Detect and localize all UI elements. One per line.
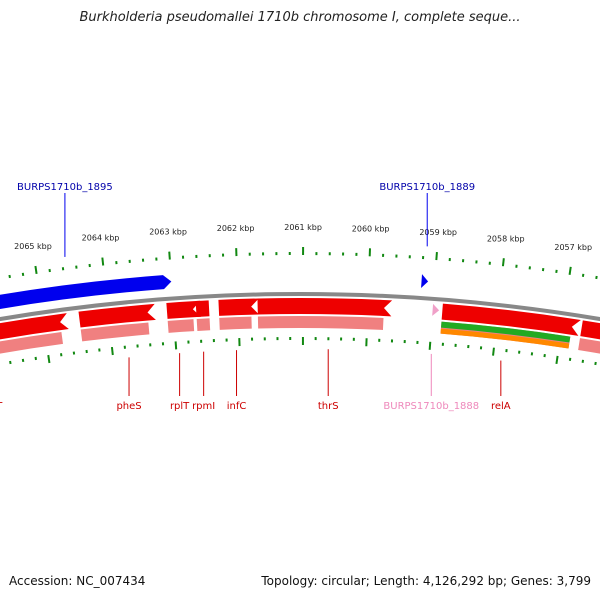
gene-label-BURPS1710b_1889: BURPS1710b_1889 bbox=[379, 182, 475, 193]
rna-unnamed-8 bbox=[578, 338, 600, 354]
tick-top bbox=[34, 265, 38, 275]
tick-bottom bbox=[492, 347, 495, 356]
accession-text: Accession: NC_007434 bbox=[9, 574, 146, 588]
rna-rpmI bbox=[196, 318, 211, 331]
rna-thrS bbox=[257, 316, 384, 330]
tick-top bbox=[568, 266, 572, 275]
tick-bottom bbox=[47, 354, 51, 364]
tick-bottom bbox=[594, 361, 597, 366]
forward-gene-track bbox=[0, 274, 429, 310]
rna-infC bbox=[219, 316, 252, 330]
gene-label-pheS: pheS bbox=[116, 401, 141, 412]
forward-gene-1 bbox=[421, 274, 429, 289]
gene-relA bbox=[441, 303, 581, 336]
tick-bottom bbox=[428, 341, 432, 350]
gene-label-relA: relA bbox=[491, 401, 511, 412]
gene-pheT bbox=[0, 313, 69, 340]
tick-top bbox=[168, 251, 171, 260]
gene-infC bbox=[218, 298, 260, 316]
rna-pheT bbox=[0, 332, 63, 354]
gene-label-rpmI: rpmI bbox=[192, 401, 215, 412]
summary-text: Topology: circular; Length: 4,126,292 bp… bbox=[261, 574, 591, 588]
tick-top bbox=[101, 257, 105, 266]
gene-BURPS1710b_1888 bbox=[432, 303, 440, 316]
gene-thrS bbox=[257, 298, 393, 317]
scale-label: 2060 kbp bbox=[352, 224, 390, 233]
forward-gene-0 bbox=[0, 275, 172, 310]
map-title: Burkholderia pseudomallei 1710b chromoso… bbox=[79, 10, 521, 25]
scale-ticks-bottom bbox=[9, 337, 597, 366]
gene-rpmI bbox=[195, 300, 210, 317]
scale-label: 2063 kbp bbox=[149, 228, 187, 237]
rna-rplT bbox=[167, 319, 195, 333]
tick-bottom bbox=[555, 355, 559, 364]
gene-label-rplT: rplT bbox=[170, 401, 190, 412]
gene-pheS bbox=[78, 303, 156, 328]
scale-label: 2064 kbp bbox=[82, 234, 120, 243]
scale-labels: 2065 kbp 2064 kbp 2063 kbp 2062 kbp 2061 kbp… bbox=[14, 223, 592, 252]
gene-rplT bbox=[166, 300, 202, 319]
green-feature bbox=[441, 321, 571, 343]
scale-ticks-top bbox=[8, 247, 598, 280]
gene-label-BURPS1710b_1895: BURPS1710b_1895 bbox=[17, 182, 113, 193]
scale-label: 2065 kbp bbox=[14, 242, 52, 251]
tick-bottom bbox=[174, 341, 178, 350]
backbone-arc bbox=[0, 292, 600, 322]
tick-top bbox=[435, 251, 438, 261]
scale-label: 2059 kbp bbox=[419, 228, 457, 237]
backbone-track bbox=[0, 292, 600, 322]
gene-label-thrS: thrS bbox=[318, 401, 339, 412]
top-gene-labels: BURPS1710b_1895 BURPS1710b_1889 bbox=[17, 182, 475, 257]
tick-top bbox=[501, 258, 505, 267]
gene-label-pheT: pheT bbox=[0, 401, 3, 412]
gene-unnamed-8 bbox=[580, 320, 600, 340]
orange-feature bbox=[440, 328, 570, 349]
rna-pheS bbox=[80, 322, 150, 342]
gene-label-infC: infC bbox=[227, 401, 247, 412]
scale-label: 2062 kbp bbox=[217, 224, 255, 233]
scale-label: 2061 kbp bbox=[284, 223, 322, 232]
gene-label-BURPS1710b_1888: BURPS1710b_1888 bbox=[383, 401, 479, 412]
feature-tracks bbox=[440, 321, 571, 349]
scale-label: 2057 kbp bbox=[554, 243, 592, 252]
reverse-gene-track bbox=[0, 298, 600, 340]
scale-label: 2058 kbp bbox=[487, 234, 525, 243]
tick-bottom bbox=[110, 346, 114, 356]
